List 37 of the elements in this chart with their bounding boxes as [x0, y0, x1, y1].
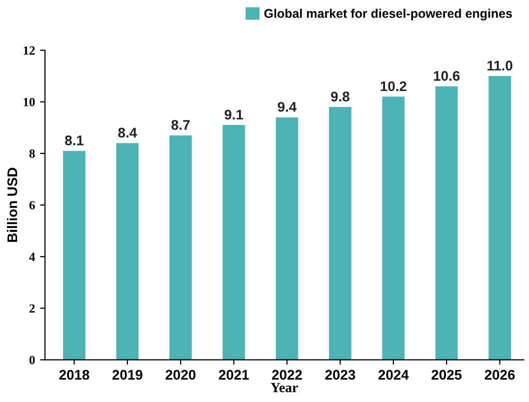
legend-label: Global market for diesel-powered engines	[264, 8, 512, 20]
bar	[435, 86, 458, 360]
bar	[488, 76, 511, 360]
y-axis-title: Billion USD	[7, 168, 18, 242]
bar	[276, 117, 298, 360]
text: 8.4	[118, 128, 137, 138]
text: 10.2	[380, 81, 406, 92]
x-tick-label: 2023	[325, 370, 356, 380]
x-tick-label: 2022	[272, 370, 302, 380]
text: 9.4	[278, 102, 297, 112]
y-tick-label: 12	[24, 46, 35, 55]
y-tick-label: 10	[24, 98, 35, 106]
text: 9.1	[224, 110, 244, 120]
bar	[116, 143, 139, 360]
x-tick-label: 2020	[166, 370, 196, 380]
bar	[329, 107, 352, 360]
x-tick-label: 2026	[484, 370, 515, 380]
y-tick-label: 2	[30, 304, 35, 313]
y-tick-label: 0	[29, 356, 35, 364]
y-tick-label: 4	[29, 252, 36, 261]
y-tick-label: 8	[29, 149, 35, 158]
x-tick-label: 2021	[218, 370, 249, 380]
y-tick-label: 6	[29, 201, 35, 210]
x-tick-label: 2018	[59, 370, 90, 380]
x-tick-label: 2025	[432, 370, 462, 380]
bar	[222, 125, 245, 360]
text: 8.1	[65, 135, 84, 146]
bar	[382, 96, 405, 360]
bar	[169, 135, 192, 360]
bar	[63, 150, 86, 360]
text: 9.8	[331, 92, 350, 102]
text: 8.7	[171, 120, 190, 130]
x-tick-label: 2019	[112, 370, 142, 380]
text: 10.6	[434, 71, 460, 81]
text: 11.0	[488, 60, 512, 71]
x-axis-title: Year	[270, 383, 298, 392]
x-tick-label: 2024	[378, 370, 409, 380]
